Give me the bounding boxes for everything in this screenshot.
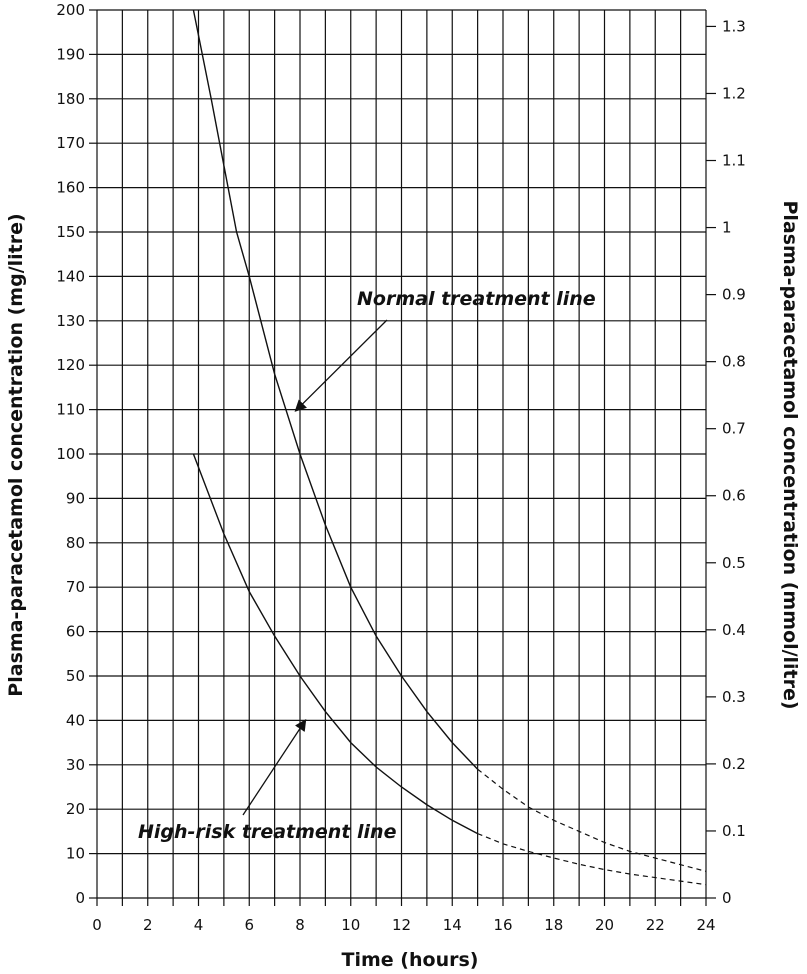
grid xyxy=(89,9,716,906)
x-tick-label: 24 xyxy=(696,916,715,934)
y-right-tick-label: 1 xyxy=(722,219,732,237)
y-tick-label: 70 xyxy=(66,578,85,596)
y-right-tick-label: 0.8 xyxy=(722,353,746,371)
y-tick-label: 170 xyxy=(56,134,85,152)
y-tick-label: 130 xyxy=(56,312,85,330)
x-tick-label: 16 xyxy=(493,916,512,934)
y-tick-label: 190 xyxy=(56,45,85,63)
y-tick-label: 0 xyxy=(75,889,85,907)
y-axis-title-right: Plasma-paracetamol concentration (mmol/l… xyxy=(779,200,801,709)
y-tick-label: 10 xyxy=(66,845,85,863)
y-tick-label: 20 xyxy=(66,800,85,818)
x-tick-label: 14 xyxy=(443,916,462,934)
y-right-tick-label: 0.6 xyxy=(722,487,746,505)
x-tick-label: 20 xyxy=(595,916,614,934)
y-right-tick-label: 1.3 xyxy=(722,17,746,35)
y-tick-label: 90 xyxy=(66,489,85,507)
y-axis-title-left: Plasma-paracetamol concentration (mg/lit… xyxy=(5,213,27,696)
normal-treatment-line-solid xyxy=(192,9,479,770)
tick-labels: 0102030405060708090100110120130140150160… xyxy=(56,1,746,934)
y-right-tick-label: 1.2 xyxy=(722,84,746,102)
y-tick-label: 30 xyxy=(66,756,85,774)
x-tick-label: 18 xyxy=(544,916,563,934)
y-right-tick-label: 0.3 xyxy=(722,688,746,706)
y-tick-label: 110 xyxy=(56,401,85,419)
y-tick-label: 150 xyxy=(56,223,85,241)
y-tick-label: 80 xyxy=(66,534,85,552)
x-tick-label: 12 xyxy=(392,916,411,934)
arrow-high-risk-treatment-line xyxy=(242,718,307,816)
annotations: Normal treatment line High-risk treatment… xyxy=(138,288,596,843)
normal-treatment-line-dashed xyxy=(477,768,707,872)
y-right-tick-label: 0.7 xyxy=(722,420,746,438)
y-tick-label: 100 xyxy=(56,445,85,463)
y-right-tick-label: 0.9 xyxy=(722,286,746,304)
x-tick-label: 4 xyxy=(194,916,204,934)
y-right-tick-label: 0.1 xyxy=(722,822,746,840)
y-tick-label: 50 xyxy=(66,667,85,685)
x-tick-label: 6 xyxy=(244,916,254,934)
y-tick-label: 160 xyxy=(56,179,85,197)
y-right-tick-label: 0.5 xyxy=(722,554,746,572)
x-tick-label: 8 xyxy=(295,916,305,934)
y-tick-label: 180 xyxy=(56,90,85,108)
x-tick-label: 22 xyxy=(646,916,665,934)
y-right-tick-label: 0.4 xyxy=(722,621,746,639)
y-right-tick-label: 1.1 xyxy=(722,152,746,170)
y-tick-label: 40 xyxy=(66,711,85,729)
x-axis-title: Time (hours) xyxy=(342,949,479,971)
x-tick-label: 2 xyxy=(143,916,153,934)
y-right-tick-label: 0 xyxy=(722,889,732,907)
x-tick-label: 10 xyxy=(341,916,360,934)
y-right-tick-label: 0.2 xyxy=(722,755,746,773)
arrow-normal-treatment-line xyxy=(294,319,388,412)
high-risk-treatment-line-dashed xyxy=(477,833,707,886)
y-tick-label: 60 xyxy=(66,623,85,641)
high-risk-treatment-line-solid xyxy=(192,453,478,835)
y-tick-label: 120 xyxy=(56,356,85,374)
x-tick-label: 0 xyxy=(92,916,102,934)
annotation-normal-treatment-line: Normal treatment line xyxy=(357,288,596,310)
annotation-high-risk-treatment-line: High-risk treatment line xyxy=(138,821,397,843)
treatment-curves xyxy=(192,9,707,886)
y-tick-label: 200 xyxy=(56,1,85,19)
y-tick-label: 140 xyxy=(56,267,85,285)
